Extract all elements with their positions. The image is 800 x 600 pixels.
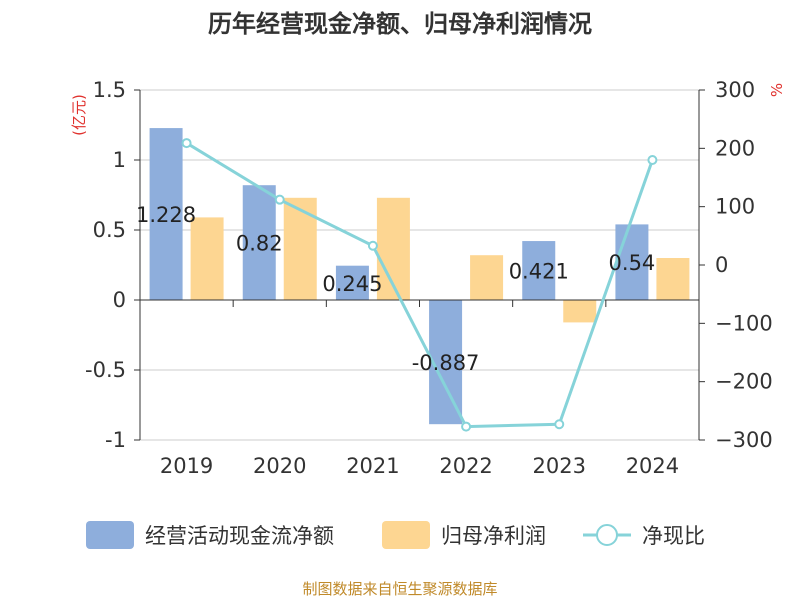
legend-swatch-net-profit <box>382 521 430 549</box>
ratio-line-path <box>185 141 654 429</box>
x-axis-tick-label: 2021 <box>346 454 399 478</box>
right-axis-unit: % <box>768 83 786 97</box>
ratio-point <box>181 138 192 149</box>
right-axis-tick-label: −200 <box>715 370 773 394</box>
cash-flow-bar <box>615 224 649 300</box>
right-axis-tick-label: 0 <box>715 253 728 277</box>
source-note: 制图数据来自恒生聚源数据库 <box>302 580 497 598</box>
cash-flow-data-label: 0.245 <box>322 272 382 296</box>
ratio-point <box>367 240 378 251</box>
cash-flow-bar <box>522 241 556 300</box>
right-axis-tick-label: −100 <box>715 311 773 335</box>
x-axis-tick-label: 2024 <box>626 454 679 478</box>
right-axis-tick-label: −300 <box>715 428 773 452</box>
left-axis-tick-label: 1 <box>113 148 126 172</box>
axes: 1.5 1 0.5 0 -0.5 -1 300 200 100 0 −100 −200 −300 2019… <box>85 78 773 478</box>
cash-flow-bar <box>429 300 463 425</box>
legend-marker-ratio <box>596 524 618 546</box>
legend-label-ratio: 净现比 <box>642 524 705 548</box>
cash-flow-bar <box>149 128 183 300</box>
right-axis-tick-label: 200 <box>715 136 755 160</box>
legend-swatch-cash-flow <box>86 521 134 549</box>
net-profit-bar <box>283 197 317 300</box>
cash-flow-bar <box>335 265 369 300</box>
net-profit-bar <box>190 217 224 300</box>
x-axis-tick-label: 2019 <box>160 454 213 478</box>
left-axis-unit: (亿元) <box>70 94 88 136</box>
bars <box>149 128 690 425</box>
net-profit-bar <box>470 255 504 300</box>
cash-flow-data-label: 0.421 <box>509 260 569 284</box>
ratio-point <box>461 421 472 432</box>
x-axis-tick-label: 2020 <box>253 454 306 478</box>
left-axis-tick-label: 1.5 <box>93 78 126 102</box>
ratio-point <box>554 419 565 430</box>
data-labels: 1.228 0.82 0.245 -0.887 0.421 0.54 <box>136 203 655 375</box>
left-axis-tick-label: 0 <box>113 288 126 312</box>
left-axis-tick-label: -1 <box>105 428 126 452</box>
x-axis-tick-label: 2022 <box>439 454 492 478</box>
net-profit-bar <box>563 300 597 323</box>
cash-flow-data-label: 0.82 <box>236 232 283 256</box>
right-axis-tick-label: 300 <box>715 78 755 102</box>
x-axis-tick-label: 2023 <box>533 454 586 478</box>
ratio-point <box>647 155 658 165</box>
cash-flow-data-label: -0.887 <box>412 351 480 375</box>
left-axis-tick-label: -0.5 <box>85 358 126 382</box>
net-profit-bar <box>656 258 690 300</box>
chart-title: 历年经营现金净额、归母净利润情况 <box>208 10 592 38</box>
left-axis-tick-label: 0.5 <box>93 218 126 242</box>
ratio-point <box>274 194 285 205</box>
cash-flow-data-label: 1.228 <box>136 203 196 227</box>
cash-flow-bar <box>242 185 276 300</box>
legend: 经营活动现金流净额 归母净利润 净现比 <box>86 521 705 549</box>
right-axis-tick-label: 100 <box>715 195 755 219</box>
legend-label-cash-flow: 经营活动现金流净额 <box>145 524 334 548</box>
cash-flow-data-label: 0.54 <box>609 251 656 275</box>
legend-label-net-profit: 归母净利润 <box>441 524 546 548</box>
ratio-line <box>181 138 658 432</box>
